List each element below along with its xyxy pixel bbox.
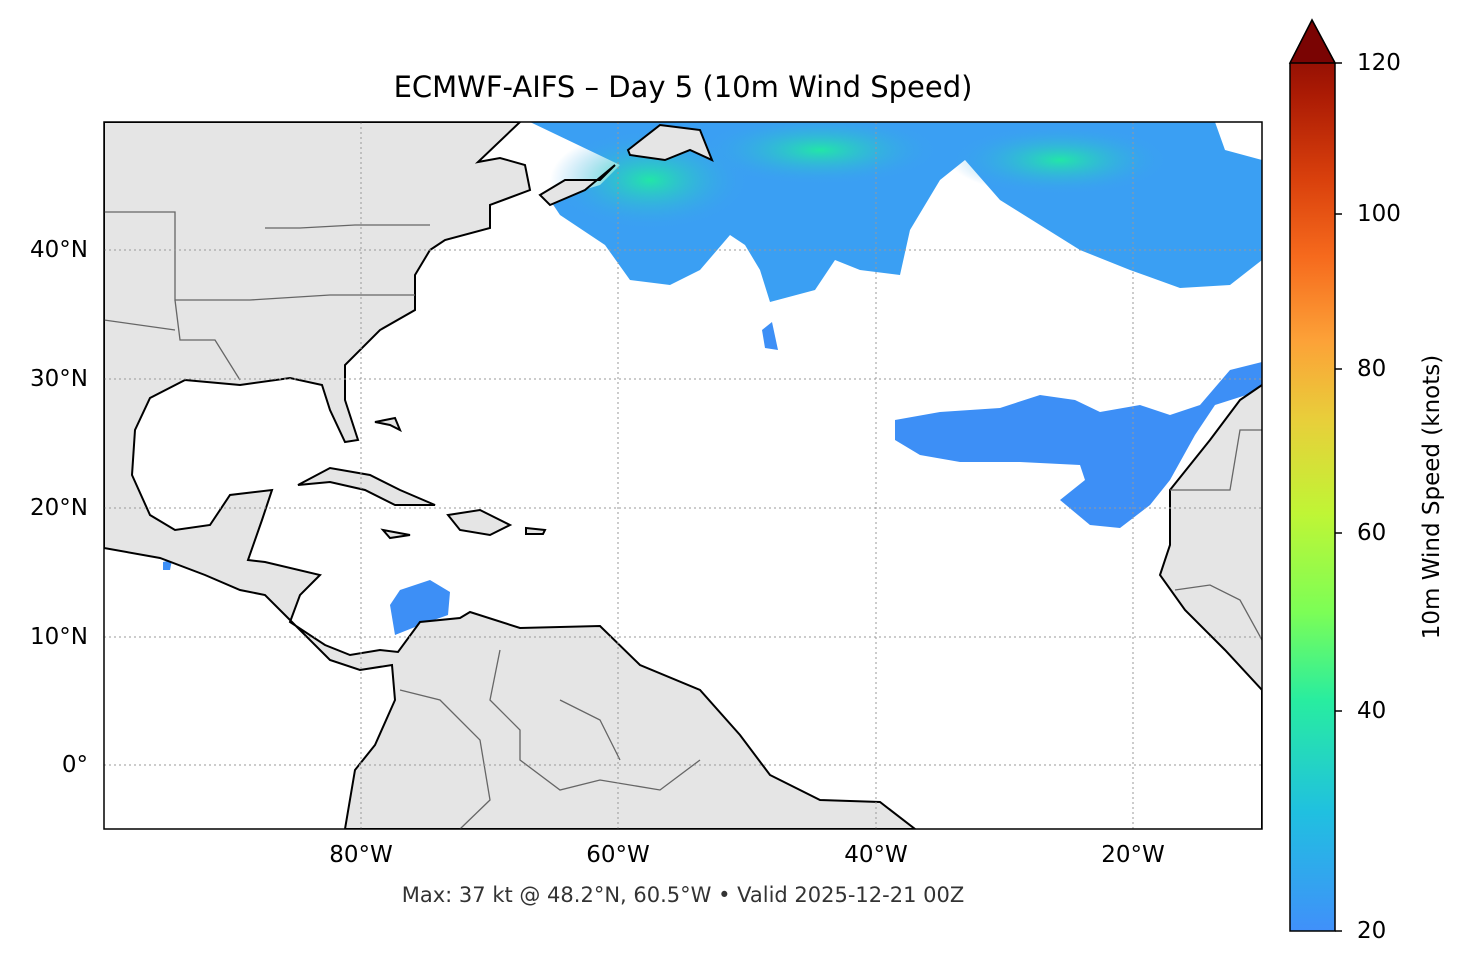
footer-caption: Max: 37 kt @ 48.2°N, 60.5°W • Valid 2025… [401,883,965,907]
newfoundland [626,123,714,162]
americas-landmass [104,122,917,829]
colorbar-tick-label: 120 [1357,50,1401,76]
cuba [297,466,436,506]
y-tick-label: 0° [61,752,88,778]
colorbar-label: 10m Wind Speed (knots) [1419,354,1445,640]
x-tick-label: 80°W [329,842,393,868]
colorbar-tick-label: 100 [1357,201,1401,227]
colorbar-tick-label: 20 [1357,918,1387,944]
hispaniola [446,508,513,537]
colorbar-extend-arrow [1288,18,1337,64]
colorbar-tick-label: 40 [1357,698,1387,724]
colorbar [1288,18,1342,932]
gridlines [104,122,1262,829]
map-frame [103,121,1263,830]
y-tick-label: 30°N [30,366,88,392]
land [104,122,1262,829]
y-tick-label: 40°N [30,237,88,263]
colorbar-tick-label: 80 [1357,356,1387,382]
y-tick-label: 20°N [30,495,88,521]
x-tick-label: 40°W [844,842,908,868]
x-tick-label: 20°W [1101,842,1165,868]
x-tick-label: 60°W [586,842,650,868]
bahamas [374,416,402,433]
borders [104,211,1262,829]
colorbar-tick-label: 60 [1357,520,1387,546]
africa [1158,384,1262,829]
wind-field [163,122,1262,635]
puerto-rico [525,526,547,535]
map-title: ECMWF-AIFS – Day 5 (10m Wind Speed) [393,70,973,104]
nova-scotia [538,164,616,207]
y-tick-label: 10°N [30,624,88,650]
jamaica [380,528,411,540]
